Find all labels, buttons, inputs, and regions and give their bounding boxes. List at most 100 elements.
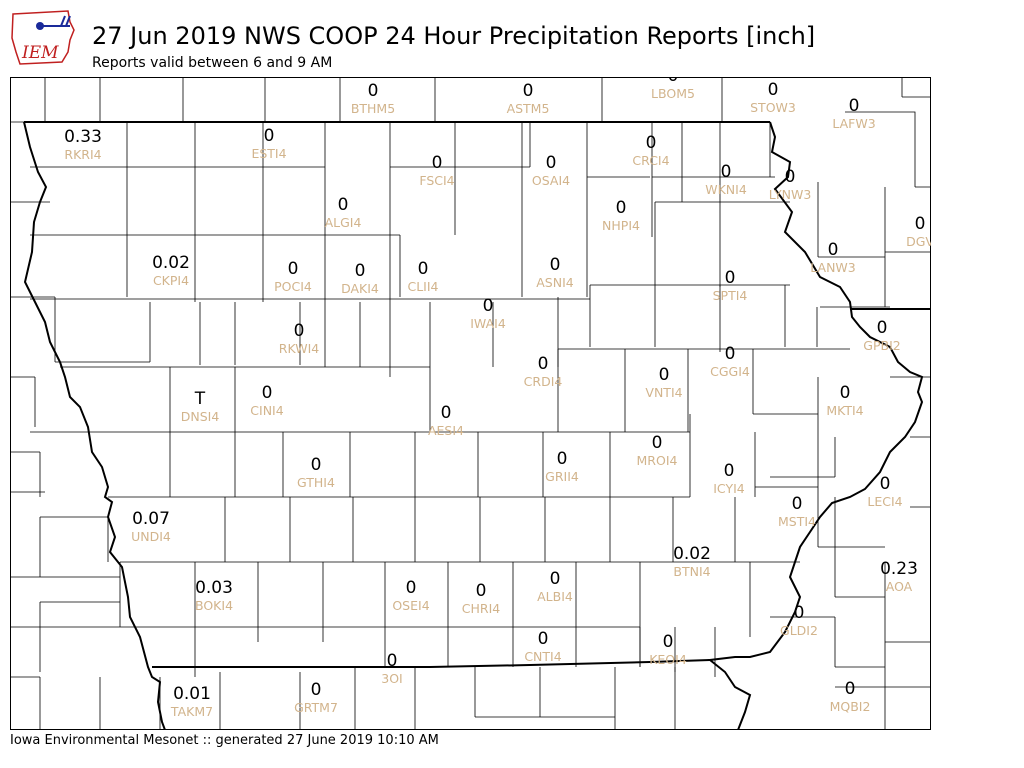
state-boundaries	[23, 121, 924, 730]
precip-value: 0	[785, 167, 796, 187]
station-id: POCI4	[274, 279, 312, 294]
station-id: GRTM7	[294, 700, 338, 715]
station-id: SPTI4	[713, 288, 748, 303]
precip-value: 0	[288, 259, 299, 279]
precip-value: 0.01	[173, 684, 211, 704]
station-id: DAKI4	[341, 281, 379, 296]
station-id: ICYI4	[713, 481, 745, 496]
station-id: WKNI4	[705, 182, 747, 197]
station-id: MROI4	[637, 453, 678, 468]
precip-value: 0	[368, 81, 379, 101]
station-id: KEOI4	[649, 652, 687, 667]
precip-value: 0	[557, 449, 568, 469]
station-id: RKWI4	[279, 341, 319, 356]
precip-value: 0	[663, 632, 674, 652]
precip-value: 0	[550, 569, 561, 589]
precip-value: 0	[792, 494, 803, 514]
station-id: CKPI4	[153, 273, 189, 288]
station-id: RKRI4	[64, 147, 101, 162]
precip-value: 0	[262, 383, 273, 403]
precip-value: 0	[880, 474, 891, 494]
precip-value: 0	[418, 259, 429, 279]
precip-value: 0	[668, 77, 679, 86]
station-id: LBOM5	[651, 86, 695, 101]
station-id: LANW3	[810, 260, 855, 275]
station-id: CINI4	[250, 403, 283, 418]
station-lbom5: 0LBOM5	[651, 77, 695, 101]
precip-value: 0	[725, 344, 736, 364]
precip-value: 0	[659, 365, 670, 385]
station-id: ALBI4	[537, 589, 573, 604]
station-id: MKTI4	[826, 403, 863, 418]
precip-value: 0	[523, 81, 534, 101]
precip-value: 0	[652, 433, 663, 453]
station-id: ALGI4	[325, 215, 362, 230]
station-id: CGGI4	[710, 364, 750, 379]
precip-value: 0	[725, 268, 736, 288]
precip-value: 0	[724, 461, 735, 481]
precip-value: 0	[294, 321, 305, 341]
precip-value: 0	[483, 296, 494, 316]
precip-value: 0	[432, 153, 443, 173]
station-reports: 0BTHM50ASTM50LBOM50STOW30LAFW30.33RKRI40…	[64, 77, 931, 719]
station-id: OSAI4	[532, 173, 570, 188]
station-id: MQBI2	[830, 699, 871, 714]
map-subtitle: Reports valid between 6 and 9 AM	[92, 55, 333, 71]
station-id: AESI4	[428, 423, 464, 438]
precip-value: 0	[828, 240, 839, 260]
iem-logo: IEM	[11, 10, 75, 65]
precip-value: 0	[406, 578, 417, 598]
station-id: ESTI4	[251, 146, 286, 161]
precip-value: 0	[646, 133, 657, 153]
station-id: CRDI4	[524, 374, 563, 389]
station-id: MSTI4	[778, 514, 816, 529]
precip-value: 0	[476, 581, 487, 601]
precip-value: 0	[616, 198, 627, 218]
station-id: GLDI2	[780, 623, 818, 638]
footer-credit: Iowa Environmental Mesonet :: generated …	[10, 733, 439, 748]
precipitation-map: 0BTHM50ASTM50LBOM50STOW30LAFW30.33RKRI40…	[10, 77, 931, 730]
precip-value: 0	[441, 403, 452, 423]
station-id: AOA	[886, 579, 913, 594]
station-id: IWAI4	[470, 316, 506, 331]
precip-value: 0	[845, 679, 856, 699]
precip-value: 0	[538, 354, 549, 374]
station-id: GTHI4	[297, 475, 335, 490]
station-id: DNSI4	[181, 409, 220, 424]
station-id: LYNW3	[769, 187, 812, 202]
station-id: CRCI4	[632, 153, 669, 168]
station-id: CHRI4	[462, 601, 500, 616]
